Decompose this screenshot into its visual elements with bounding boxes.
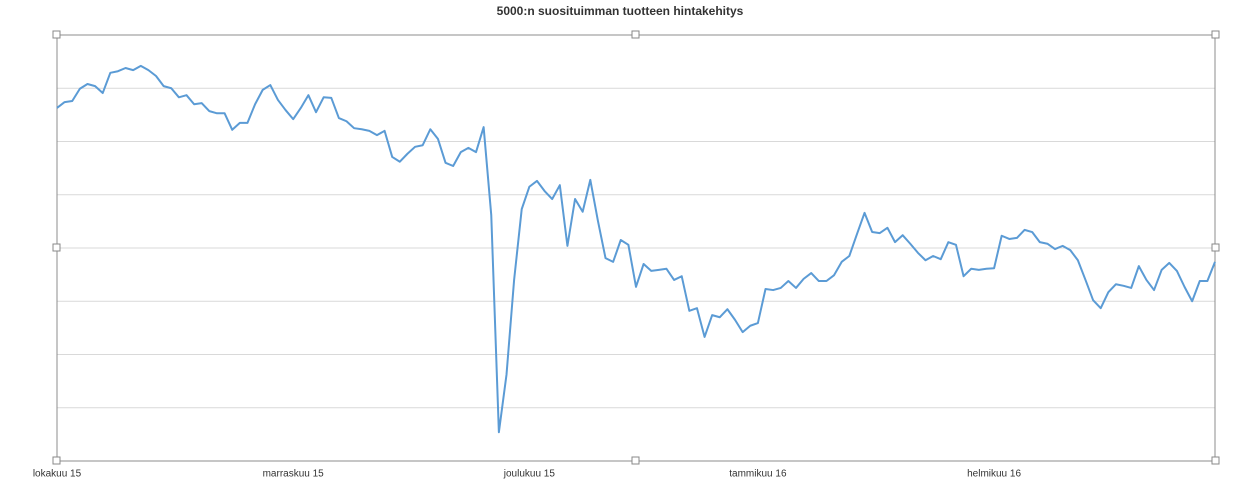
handle [1211, 243, 1220, 252]
selection-handles [52, 30, 1220, 465]
handle [52, 30, 61, 39]
x-tick-label: lokakuu 15 [33, 469, 82, 480]
plot: lokakuu 15 marraskuu 15 joulukuu 15 tammiku… [33, 64, 1216, 480]
handle [52, 456, 61, 465]
chart-title: 5000:n suosituimman tuotteen hintakehity… [497, 4, 744, 18]
x-tick-label: tammikuu 16 [729, 469, 787, 480]
handle [52, 243, 61, 252]
x-tick-label: helmikuu 16 [967, 469, 1021, 480]
handle [631, 30, 640, 39]
x-tick-label: joulukuu 15 [503, 469, 556, 480]
x-tick-label: marraskuu 15 [263, 469, 325, 480]
handle [1211, 30, 1220, 39]
handle [1211, 456, 1220, 465]
handle [631, 456, 640, 465]
grid [57, 34, 1215, 462]
data-line [56, 64, 1216, 434]
